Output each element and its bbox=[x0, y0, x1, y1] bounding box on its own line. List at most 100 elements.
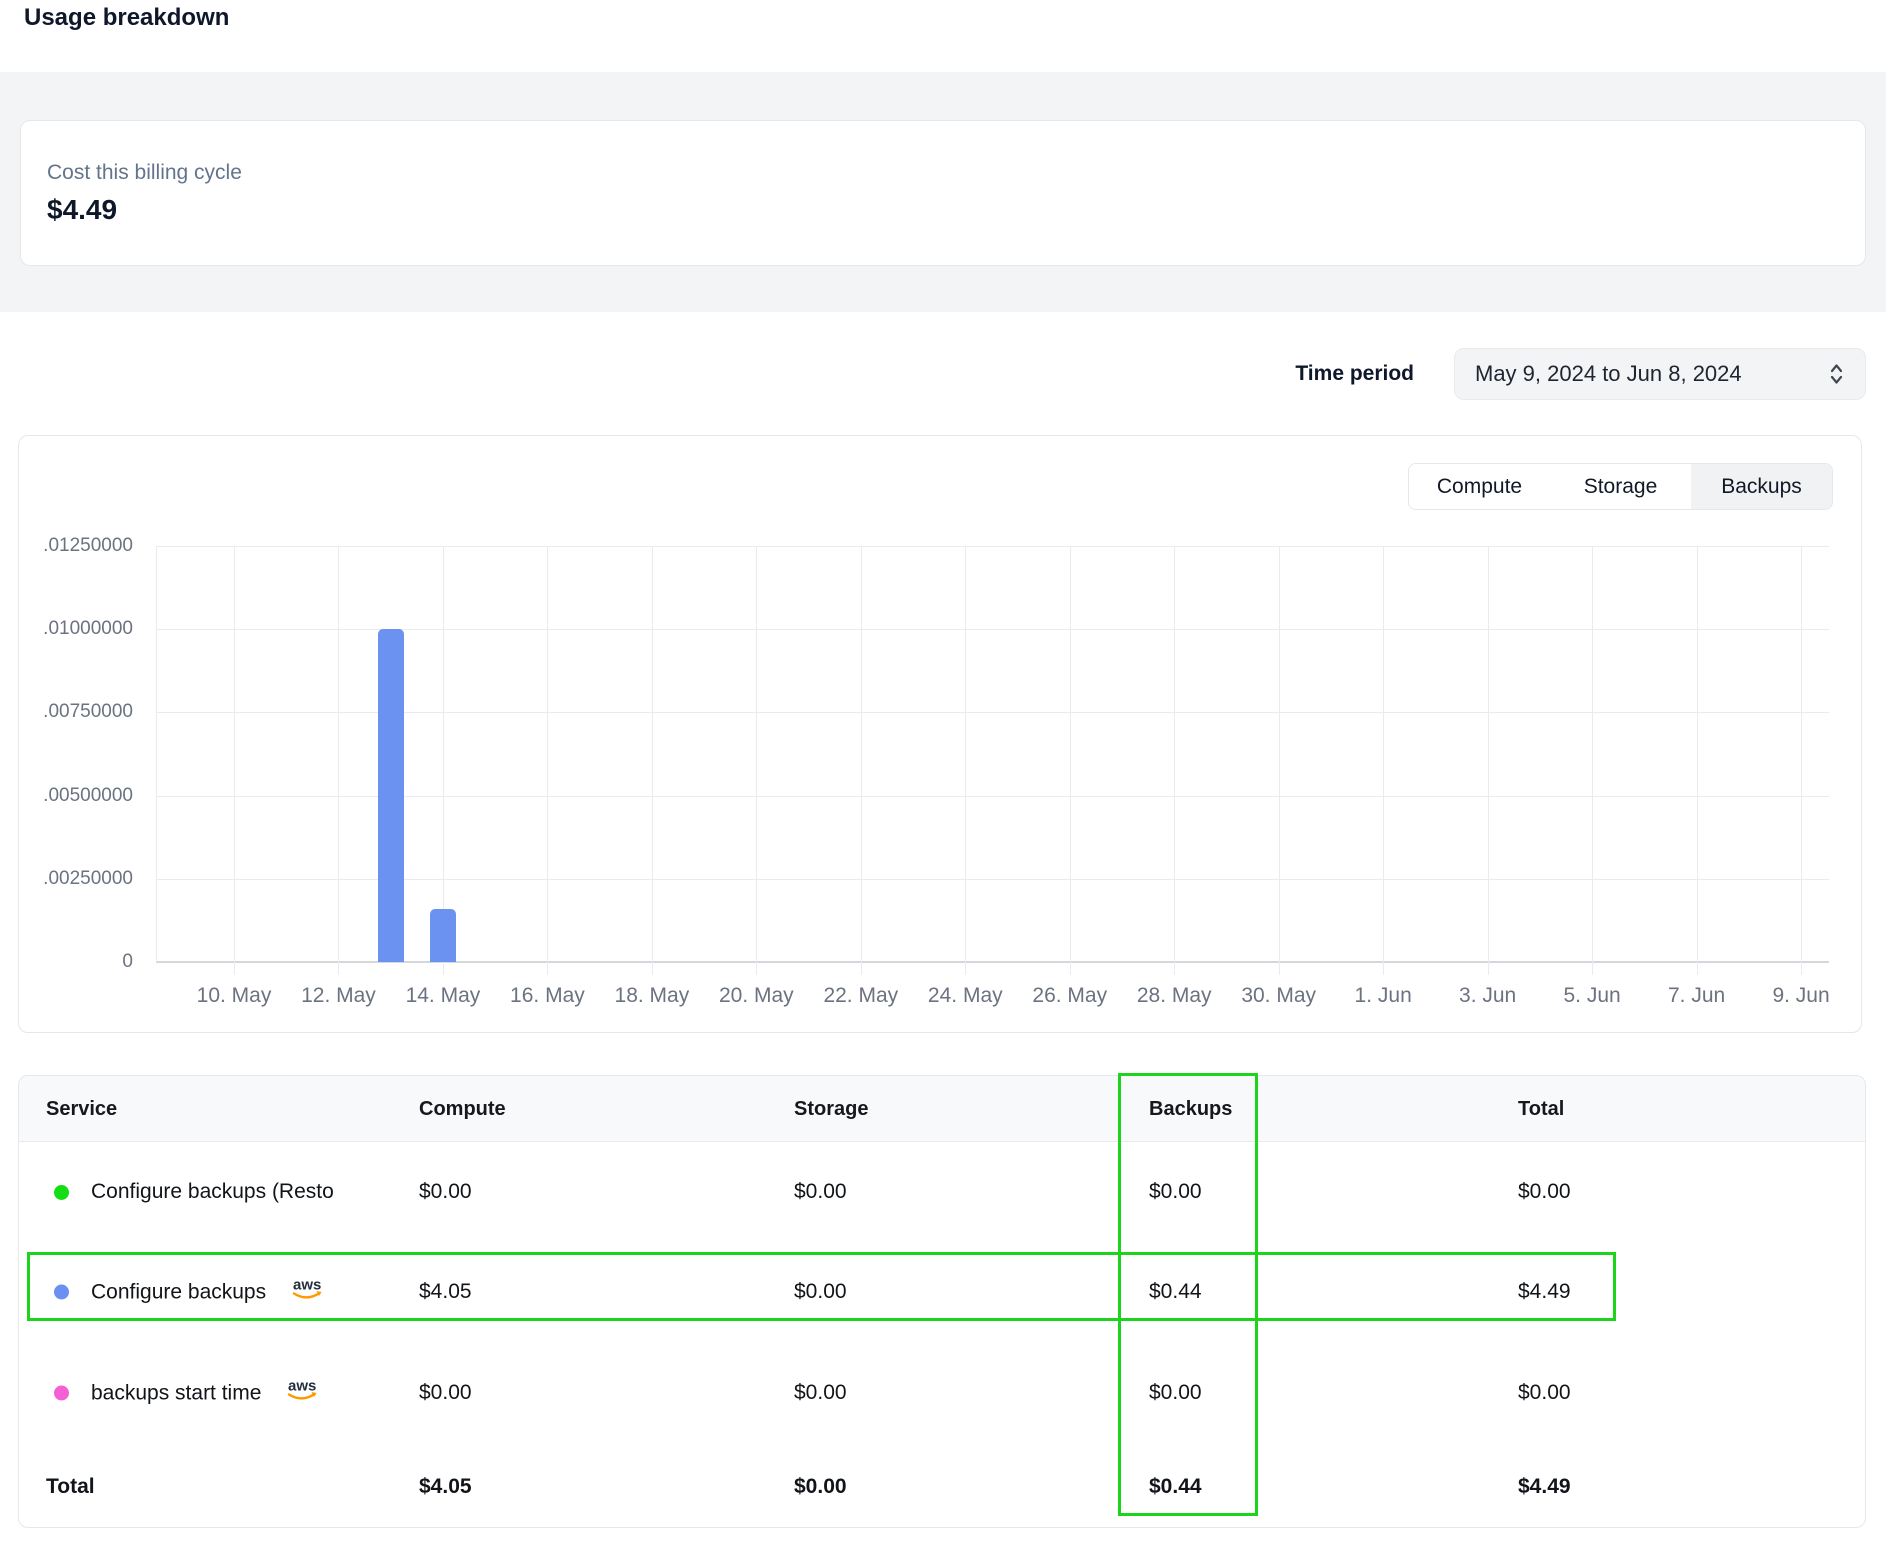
time-period-value: May 9, 2024 to Jun 8, 2024 bbox=[1475, 361, 1742, 386]
y-tick-label: .01250000 bbox=[43, 535, 133, 556]
x-tick-label: 30. May bbox=[1241, 984, 1317, 1007]
value-cell-storage: $0.00 bbox=[794, 1280, 847, 1303]
x-tick-label: 7. Jun bbox=[1667, 984, 1726, 1007]
table-row-2: Configure backups aws $4.05 $0.00 $0.44 $4.… bbox=[19, 1242, 1865, 1342]
value-cell-compute: $0.00 bbox=[419, 1180, 472, 1203]
x-tick-label: 24. May bbox=[927, 984, 1003, 1007]
aws-icon: aws bbox=[288, 1276, 328, 1309]
cost-summary-value: $4.49 bbox=[47, 194, 118, 225]
x-gridline bbox=[442, 546, 444, 975]
y-tick-label: .00250000 bbox=[43, 867, 133, 889]
x-gridline bbox=[651, 546, 653, 975]
y-gridline bbox=[156, 961, 1829, 963]
svg-text:aws: aws bbox=[288, 1378, 316, 1395]
cost-summary-label: Cost this billing cycle bbox=[47, 161, 242, 184]
time-period-label: Time period bbox=[1295, 362, 1414, 385]
cost-summary-card: Cost this billing cycle $4.49 bbox=[20, 120, 1866, 266]
column-header-total: Total bbox=[1518, 1098, 1565, 1120]
service-color-dot bbox=[54, 1385, 69, 1401]
value-cell-backups: $0.00 bbox=[1149, 1180, 1202, 1203]
service-cell: Configure backups (Resto bbox=[54, 1180, 334, 1204]
x-tick-label: 28. May bbox=[1136, 984, 1212, 1007]
column-header-backups: Backups bbox=[1149, 1098, 1233, 1120]
value-cell-total: $0.00 bbox=[1518, 1381, 1571, 1404]
x-gridline bbox=[756, 546, 758, 975]
x-tick-label: 14. May bbox=[405, 984, 481, 1007]
x-tick-label: 22. May bbox=[823, 984, 899, 1007]
x-gridline bbox=[547, 546, 549, 975]
table-header-row: Service Compute Storage Backups Total bbox=[19, 1076, 1865, 1142]
y-tick-label: .00750000 bbox=[43, 701, 133, 723]
x-gridline bbox=[860, 546, 862, 975]
tab-backups[interactable]: Backups bbox=[1691, 464, 1832, 509]
x-tick-label: 10. May bbox=[196, 984, 272, 1007]
y-tick-label: 0 bbox=[122, 951, 133, 972]
x-gridline bbox=[1278, 546, 1280, 975]
value-cell-storage: $0.00 bbox=[794, 1381, 847, 1404]
column-header-compute: Compute bbox=[419, 1098, 506, 1120]
total-value-storage: $0.00 bbox=[794, 1474, 847, 1498]
service-cell: backups start time aws bbox=[54, 1377, 323, 1410]
tab-compute[interactable]: Compute bbox=[1409, 464, 1550, 509]
x-tick-label: 3. Jun bbox=[1459, 984, 1517, 1007]
x-gridline bbox=[1069, 546, 1071, 975]
usage-breakdown-table: Service Compute Storage Backups Total Config… bbox=[18, 1075, 1866, 1528]
value-cell-backups: $0.00 bbox=[1149, 1381, 1202, 1404]
chart-y-axis-labels: .01250000 .01000000 .00750000 .00500000 .002… bbox=[19, 436, 133, 1032]
column-header-service: Service bbox=[46, 1098, 118, 1120]
bar-chart-plot bbox=[156, 546, 1829, 975]
value-cell-total: $4.49 bbox=[1518, 1280, 1571, 1303]
value-cell-storage: $0.00 bbox=[794, 1180, 847, 1203]
x-tick-label: 1. Jun bbox=[1354, 984, 1412, 1007]
total-value-total: $4.49 bbox=[1518, 1474, 1571, 1498]
service-name: Configure backups bbox=[91, 1280, 267, 1303]
x-tick-label: 20. May bbox=[718, 984, 794, 1007]
x-gridline bbox=[234, 546, 235, 975]
x-gridline bbox=[1801, 546, 1803, 975]
total-value-compute: $4.05 bbox=[419, 1474, 472, 1498]
x-tick-label: 18. May bbox=[614, 984, 690, 1007]
chart-metric-tabs: Compute Storage Backups bbox=[1408, 463, 1833, 510]
total-label: Total bbox=[46, 1474, 95, 1498]
value-cell-compute: $4.05 bbox=[419, 1280, 472, 1303]
total-value-backups: $0.44 bbox=[1149, 1474, 1202, 1498]
table-row-3: backups start time aws $0.00 $0.00 $0.00 $0… bbox=[19, 1342, 1865, 1444]
usage-chart-card: Compute Storage Backups .01250000 .01000000… bbox=[18, 435, 1862, 1033]
summary-band: Cost this billing cycle $4.49 bbox=[0, 72, 1886, 312]
x-tick-label: 16. May bbox=[510, 984, 585, 1007]
time-period-select[interactable]: May 9, 2024 to Jun 8, 2024 bbox=[1454, 348, 1866, 400]
x-gridline bbox=[1592, 546, 1594, 975]
y-gridline bbox=[156, 712, 1829, 714]
service-cell: Configure backups aws bbox=[54, 1276, 328, 1309]
usage-bar-14-may bbox=[429, 908, 456, 962]
tab-storage[interactable]: Storage bbox=[1550, 464, 1691, 509]
x-tick-label: 26. May bbox=[1032, 984, 1108, 1007]
service-name: backups start time bbox=[91, 1381, 262, 1404]
y-tick-label: .01000000 bbox=[43, 618, 133, 640]
select-updown-icon bbox=[1828, 361, 1845, 387]
service-color-dot bbox=[54, 1284, 69, 1300]
y-gridline bbox=[156, 629, 1829, 631]
table-row-1: Configure backups (Resto $0.00 $0.00 $0.00 $… bbox=[19, 1142, 1865, 1242]
column-header-storage: Storage bbox=[794, 1098, 869, 1120]
x-gridline bbox=[1383, 546, 1385, 975]
service-color-dot bbox=[54, 1184, 69, 1200]
x-tick-label: 9. Jun bbox=[1772, 984, 1830, 1007]
svg-text:aws: aws bbox=[293, 1277, 321, 1294]
time-period-row: Time period May 9, 2024 to Jun 8, 2024 bbox=[1295, 348, 1866, 400]
x-tick-label: 5. Jun bbox=[1563, 984, 1621, 1007]
x-gridline bbox=[338, 546, 340, 975]
table-total-row: Total $4.05 $0.00 $0.44 $4.49 bbox=[19, 1444, 1865, 1529]
x-gridline bbox=[1487, 546, 1489, 975]
x-tick-label: 12. May bbox=[301, 984, 376, 1007]
x-gridline bbox=[1696, 546, 1698, 975]
x-gridline bbox=[1174, 546, 1176, 975]
service-name: Configure backups (Resto bbox=[91, 1180, 334, 1203]
value-cell-compute: $0.00 bbox=[419, 1381, 472, 1404]
value-cell-total: $0.00 bbox=[1518, 1180, 1571, 1203]
usage-bar-13-may bbox=[377, 629, 404, 962]
aws-icon: aws bbox=[283, 1377, 323, 1410]
y-gridline bbox=[156, 795, 1829, 797]
page-title: Usage breakdown bbox=[24, 4, 230, 31]
